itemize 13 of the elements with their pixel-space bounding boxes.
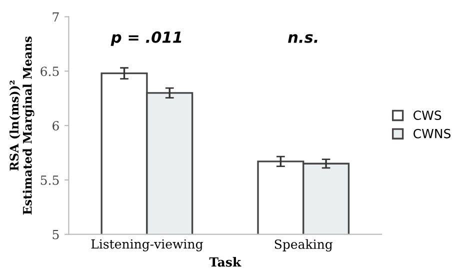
y-tick-label: 5.5 — [40, 176, 59, 185]
x-tick-label: Listening-viewing — [91, 239, 203, 252]
y-tick-label: 6.5 — [40, 66, 59, 76]
y-tick-label: 6 — [52, 121, 59, 130]
y-axis-title: RSA (ln(ms))² Estimated Marginal Means — [9, 36, 34, 214]
annotation: n.s. — [288, 34, 318, 43]
x-axis-title: Task — [209, 257, 242, 267]
y-tick-label: 5 — [52, 230, 59, 240]
x-tick-label: Speaking — [274, 239, 333, 252]
legend-label: CWS — [414, 110, 442, 120]
legend-label: CWNS — [414, 128, 450, 138]
annotation: p = .011 — [110, 31, 182, 46]
y-tick-label: 7 — [52, 12, 59, 22]
